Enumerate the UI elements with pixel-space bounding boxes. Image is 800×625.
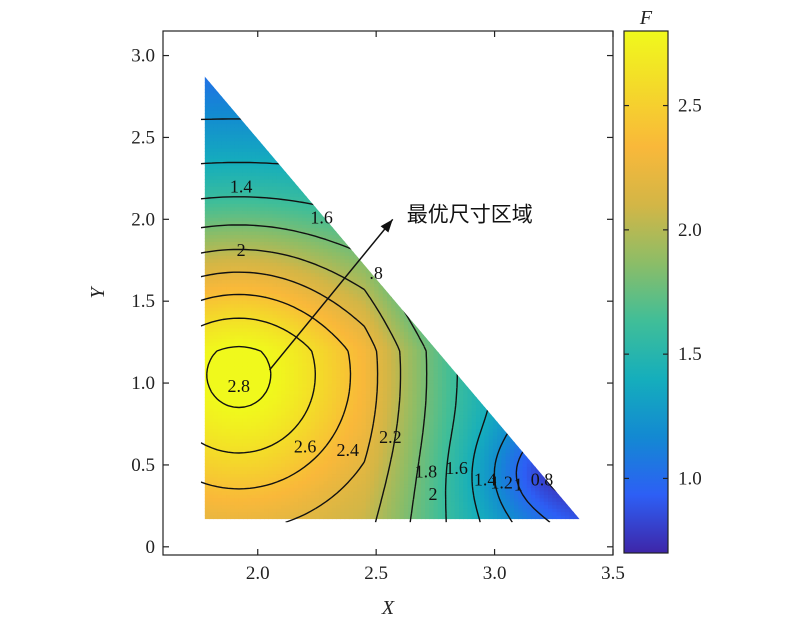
x-tick-label: 2.5	[364, 563, 388, 584]
x-tick-label: 3.5	[601, 563, 625, 584]
colorbar-title: F	[639, 7, 653, 29]
y-tick-label: 1.5	[131, 291, 155, 312]
contour-line-2.2	[200, 271, 379, 523]
contour-label-10: 1.6	[445, 458, 468, 478]
contour-label-7: 2.2	[379, 427, 402, 447]
contour-label-1: 1.6	[310, 207, 333, 227]
colorbar-tick-label: 1.0	[678, 468, 702, 489]
contour-line-2.4	[200, 293, 352, 490]
x-tick-label: 2.0	[246, 563, 270, 584]
contour-label-12: 1.2	[490, 473, 513, 493]
contour-label-4: 2.8	[228, 376, 251, 396]
colorbar-tick-label: 2.5	[678, 96, 702, 117]
y-tick-label: 1.0	[131, 373, 155, 394]
contour-fill	[204, 71, 583, 520]
contour-label-13: 1	[514, 474, 523, 494]
contour-label-6: 2.4	[336, 440, 359, 460]
y-tick-label: 2.0	[131, 209, 155, 230]
annotation-text: 最优尺寸区域	[407, 202, 533, 226]
contour-label-14: 0.8	[531, 469, 554, 489]
y-tick-label: 0.5	[131, 455, 155, 476]
contour-label-3: .8	[369, 263, 383, 283]
contour-label-11: 1.4	[474, 469, 497, 489]
y-tick-label: 2.5	[131, 127, 155, 148]
colorbar-tick-label: 1.5	[678, 344, 702, 365]
contour-label-2: 2	[237, 240, 246, 260]
contour-line-2.6	[200, 317, 316, 454]
colorbar-tick-label: 2.0	[678, 220, 702, 241]
contour-label-0: 1.4	[230, 176, 253, 196]
annotation-arrow-head	[380, 219, 393, 233]
contour-line-2.8	[206, 345, 272, 409]
plot-frame	[162, 30, 614, 556]
x-tick-label: 3.0	[483, 563, 507, 584]
x-axis-label: X	[381, 597, 395, 619]
y-tick-label: 0	[146, 537, 156, 558]
y-tick-label: 3.0	[131, 46, 155, 67]
contour-label-9: 2	[429, 484, 438, 504]
colorbar	[623, 30, 669, 554]
annotation-arrow-shaft	[268, 218, 394, 371]
contour-label-8: 1.8	[415, 461, 438, 481]
contour-label-5: 2.6	[294, 437, 317, 457]
y-axis-label: Y	[87, 286, 109, 299]
